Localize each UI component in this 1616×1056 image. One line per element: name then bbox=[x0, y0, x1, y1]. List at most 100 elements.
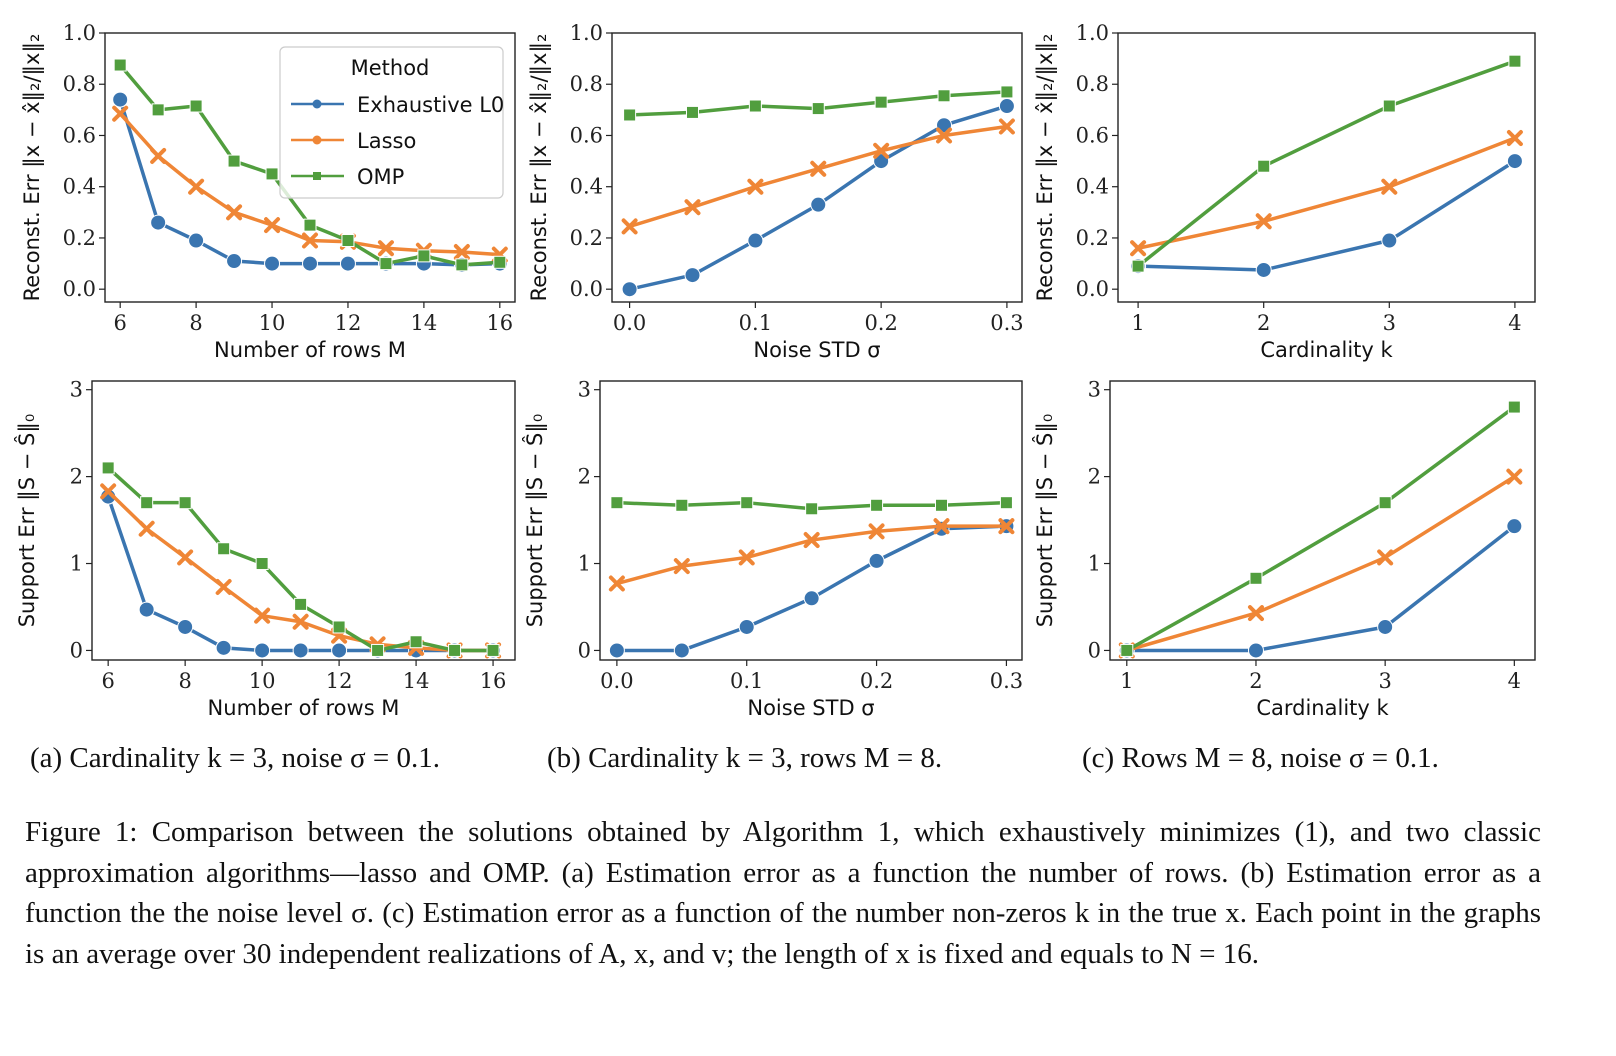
data-point bbox=[226, 253, 243, 270]
data-point bbox=[292, 613, 309, 630]
data-point bbox=[254, 642, 271, 659]
data-point bbox=[215, 578, 232, 595]
data-point bbox=[302, 232, 318, 249]
x-tick-label: 8 bbox=[189, 311, 202, 335]
y-tick-label: 0.4 bbox=[1076, 175, 1109, 199]
data-point bbox=[264, 217, 281, 234]
data-point bbox=[112, 91, 129, 108]
data-point bbox=[740, 496, 754, 510]
data-point bbox=[874, 95, 888, 109]
data-point bbox=[377, 240, 394, 257]
x-axis-label: Number of rows M bbox=[208, 696, 400, 720]
x-tick-label: 1 bbox=[1120, 669, 1133, 693]
chart-b-top: 0.0 0.2 0.4 0.6 0.8 1.0 0.0 0.1 0.2 0.3 Noise STD … bbox=[527, 21, 1024, 362]
x-tick-label: 6 bbox=[101, 669, 114, 693]
y-axis-label: Reconst. Err ‖x − x̂‖₂/‖x‖₂ bbox=[1033, 34, 1058, 302]
x-tick-label: 12 bbox=[335, 311, 362, 335]
data-point bbox=[140, 496, 154, 510]
x-tick-label: 0.1 bbox=[730, 669, 763, 693]
data-point bbox=[341, 234, 355, 248]
x-tick-label: 4 bbox=[1508, 669, 1521, 693]
data-point bbox=[409, 635, 423, 649]
data-point bbox=[265, 167, 279, 181]
data-point bbox=[1130, 240, 1147, 257]
data-point bbox=[189, 99, 203, 113]
data-point bbox=[227, 154, 241, 168]
y-tick-label: 0.6 bbox=[1076, 123, 1109, 147]
y-tick-label: 0.8 bbox=[1076, 72, 1109, 96]
data-point bbox=[810, 160, 827, 177]
data-point bbox=[873, 142, 890, 159]
data-point bbox=[448, 643, 462, 657]
data-point bbox=[226, 204, 243, 221]
x-axis-label: Noise STD σ bbox=[753, 338, 880, 362]
data-point bbox=[215, 639, 232, 656]
figure-caption: Figure 1: Comparison between the solutio… bbox=[25, 816, 1541, 970]
y-tick-label: 0.2 bbox=[63, 226, 96, 250]
data-point bbox=[113, 58, 127, 72]
plot-frame bbox=[1109, 380, 1536, 661]
x-tick-label: 0.0 bbox=[613, 311, 646, 335]
y-tick-label: 2 bbox=[70, 465, 83, 489]
x-tick-label: 0.2 bbox=[864, 311, 897, 335]
y-tick-label: 1 bbox=[1088, 552, 1101, 576]
data-point bbox=[1381, 178, 1398, 195]
data-point bbox=[608, 575, 625, 592]
data-point bbox=[254, 607, 271, 624]
legend-label: OMP bbox=[357, 165, 404, 189]
y-tick-label: 0 bbox=[70, 638, 83, 662]
y-tick-label: 0.6 bbox=[63, 123, 96, 147]
data-point bbox=[998, 118, 1015, 135]
plot-frame bbox=[91, 380, 516, 661]
x-tick-label: 14 bbox=[403, 669, 430, 693]
data-point bbox=[178, 496, 192, 510]
y-tick-label: 1.0 bbox=[63, 21, 96, 45]
data-point bbox=[1377, 549, 1394, 566]
x-tick-label: 10 bbox=[249, 669, 276, 693]
data-point bbox=[331, 642, 348, 659]
data-point bbox=[1247, 605, 1264, 622]
subcaption-c: (c) Rows M = 8, noise σ = 0.1. bbox=[1082, 742, 1439, 774]
y-tick-label: 2 bbox=[578, 465, 591, 489]
y-tick-label: 3 bbox=[578, 378, 591, 402]
legend: Method Exhaustive L0 Lasso OMP bbox=[279, 46, 504, 199]
x-tick-label: 0.3 bbox=[990, 311, 1023, 335]
data-point bbox=[379, 257, 393, 271]
chart-c-top: 0.0 0.2 0.4 0.6 0.8 1.0 1 2 3 4 Cardinality k Recon… bbox=[1033, 21, 1536, 362]
data-point bbox=[934, 498, 948, 512]
data-point bbox=[933, 518, 950, 535]
data-point bbox=[1247, 642, 1264, 659]
data-point bbox=[150, 147, 167, 164]
y-tick-label: 3 bbox=[1088, 378, 1101, 402]
data-point bbox=[1506, 468, 1523, 485]
y-tick-label: 3 bbox=[70, 378, 83, 402]
series-line-lasso bbox=[1126, 475, 1516, 653]
data-point bbox=[1381, 232, 1398, 249]
x-tick-label: 16 bbox=[486, 311, 513, 335]
data-point bbox=[1255, 213, 1272, 230]
x-axis-label: Cardinality k bbox=[1260, 338, 1393, 362]
series-line-exhaustive-l0 bbox=[106, 496, 494, 653]
series-line-exhaustive-l0 bbox=[1126, 524, 1516, 653]
x-tick-label: 16 bbox=[480, 669, 507, 693]
data-point bbox=[684, 267, 701, 284]
data-point bbox=[1131, 259, 1145, 273]
legend-marker-square bbox=[313, 172, 321, 180]
data-point bbox=[138, 601, 155, 618]
data-point bbox=[1000, 85, 1014, 99]
legend-marker-x bbox=[312, 135, 322, 145]
data-point bbox=[1382, 99, 1396, 113]
data-point bbox=[303, 218, 317, 232]
legend-title: Method bbox=[351, 56, 430, 80]
data-point bbox=[1378, 496, 1392, 510]
x-tick-label: 0.0 bbox=[600, 669, 633, 693]
series-line-lasso bbox=[616, 524, 1007, 586]
legend-label: Lasso bbox=[357, 129, 416, 153]
y-tick-label: 1.0 bbox=[570, 21, 603, 45]
data-point bbox=[803, 532, 820, 549]
x-axis-label: Number of rows M bbox=[214, 338, 406, 362]
data-point bbox=[747, 178, 764, 195]
data-point bbox=[1506, 153, 1523, 170]
y-tick-label: 0 bbox=[1088, 638, 1101, 662]
